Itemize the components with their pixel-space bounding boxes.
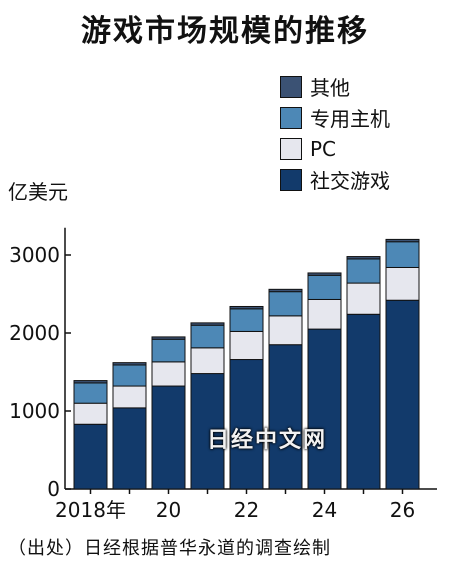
legend-label-social: 社交游戏 [310, 169, 390, 193]
watermark: 日经中文网 [207, 428, 328, 453]
legend-item-pc: PC [280, 136, 390, 161]
x-tick-label: 2018年 [55, 498, 126, 522]
bar-segment-2019-2 [112, 364, 147, 387]
legend-label-console: 专用主机 [310, 107, 390, 131]
legend-item-social: 社交游戏 [280, 167, 390, 193]
bar-segment-2020-2 [151, 338, 186, 363]
x-tick-label: 26 [390, 498, 415, 522]
bar-segment-2025-2 [346, 258, 381, 284]
bar-segment-2019-0 [112, 407, 147, 490]
legend: 其他 专用主机 PC 社交游戏 [280, 74, 390, 198]
legend-item-console: 专用主机 [280, 105, 390, 131]
bar-segment-2025-1 [346, 282, 381, 315]
bar-segment-2020-0 [151, 385, 186, 490]
bar-segment-2020-3 [151, 336, 186, 340]
bar-segment-2024-3 [307, 272, 342, 276]
y-tick-label: 3000 [9, 243, 60, 267]
bar-segment-2020-1 [151, 361, 186, 387]
bar-segment-2026-2 [385, 241, 420, 268]
legend-item-other: 其他 [280, 74, 390, 100]
bar-segment-2022-2 [229, 308, 264, 332]
bar-segment-2018-0 [73, 423, 108, 490]
bar-segment-2026-3 [385, 238, 420, 243]
bar-segment-2025-0 [346, 313, 381, 490]
x-tick-label: 22 [234, 498, 259, 522]
bar-segment-2018-1 [73, 402, 108, 425]
bar-segment-2024-0 [307, 328, 342, 490]
bar-segment-2024-1 [307, 298, 342, 330]
bar-segment-2019-3 [112, 362, 147, 366]
y-tick-label: 0 [47, 477, 60, 501]
legend-swatch-pc [280, 137, 302, 160]
legend-label-pc: PC [310, 136, 337, 161]
bar-segment-2026-0 [385, 299, 420, 490]
legend-label-other: 其他 [310, 76, 350, 100]
bar-segment-2019-1 [112, 385, 147, 409]
bar-segment-2022-3 [229, 305, 264, 310]
y-tick-label: 1000 [9, 399, 60, 423]
y-axis-unit-label: 亿美元 [8, 180, 68, 204]
bar-segment-2021-3 [190, 322, 225, 326]
bar-segment-2023-3 [268, 288, 303, 293]
legend-swatch-console [280, 106, 302, 129]
source-note: （出处）日经根据普华永道的调查绘制 [8, 538, 331, 559]
bar-segment-2021-1 [190, 347, 225, 375]
legend-swatch-other [280, 75, 302, 98]
bar-segment-2021-2 [190, 324, 225, 349]
x-tick-label: 20 [156, 498, 181, 522]
chart-title: 游戏市场规模的推移 [81, 14, 369, 49]
bar-segment-2024-2 [307, 274, 342, 300]
bar-segment-2018-2 [73, 382, 108, 404]
bar-segment-2023-2 [268, 291, 303, 317]
bar-segment-2022-1 [229, 330, 264, 361]
bar-segment-2022-0 [229, 359, 264, 490]
bar-segment-2023-0 [268, 344, 303, 490]
x-tick-label: 24 [312, 498, 337, 522]
bar-segment-2018-3 [73, 380, 108, 384]
bar-segment-2026-1 [385, 266, 420, 301]
bar-segment-2025-3 [346, 256, 381, 260]
legend-swatch-social [280, 168, 302, 191]
bar-segment-2023-1 [268, 315, 303, 346]
y-tick-label: 2000 [9, 321, 60, 345]
